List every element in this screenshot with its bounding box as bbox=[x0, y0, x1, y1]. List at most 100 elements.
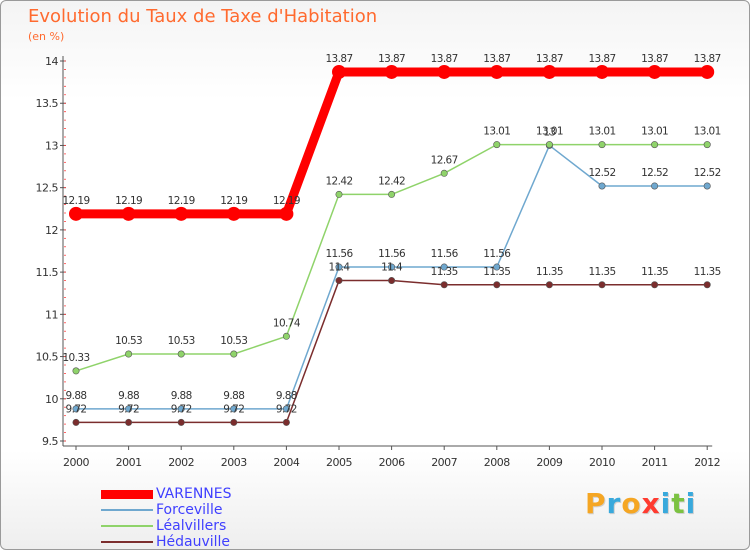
x-tick-label: 2009 bbox=[536, 456, 562, 469]
data-label: 9.72 bbox=[276, 403, 297, 415]
x-tick-label: 2004 bbox=[273, 456, 299, 469]
data-point bbox=[703, 141, 711, 149]
data-label: 11.35 bbox=[536, 266, 563, 278]
x-tick-label: 2010 bbox=[589, 456, 615, 469]
data-label: 11.35 bbox=[483, 266, 510, 278]
y-tick-label: 14 bbox=[45, 55, 58, 68]
data-point bbox=[440, 281, 448, 289]
data-label: 12.19 bbox=[220, 195, 247, 207]
data-label: 11.4 bbox=[381, 262, 403, 274]
data-point bbox=[647, 64, 662, 79]
legend-swatch bbox=[101, 541, 153, 543]
chart-title: Evolution du Taux de Taxe d'Habitation bbox=[28, 6, 378, 27]
y-tick-label: 11 bbox=[45, 308, 58, 321]
logo-letter: o bbox=[621, 487, 642, 520]
legend: VARENNES Forceville Léalvillers Hédauville bbox=[101, 486, 361, 549]
y-tick-label: 12 bbox=[45, 224, 58, 237]
data-label: 12.42 bbox=[378, 175, 405, 187]
chart-subtitle: (en %) bbox=[28, 30, 65, 43]
data-point bbox=[545, 281, 553, 289]
data-label: 12.19 bbox=[273, 195, 300, 207]
data-label: 13.87 bbox=[483, 53, 510, 65]
data-label: 13.87 bbox=[588, 53, 615, 65]
x-tick-label: 2002 bbox=[168, 456, 194, 469]
data-point bbox=[121, 206, 136, 221]
data-point bbox=[72, 405, 80, 413]
x-tick-label: 2001 bbox=[116, 456, 142, 469]
y-tick-label: 12.5 bbox=[36, 182, 59, 195]
legend-label: Forceville bbox=[156, 502, 223, 518]
data-point bbox=[388, 263, 396, 271]
data-label: 9.88 bbox=[171, 390, 192, 402]
y-tick-label: 10.5 bbox=[36, 351, 59, 364]
data-label: 12.52 bbox=[641, 167, 668, 179]
data-point bbox=[335, 190, 343, 198]
data-point bbox=[282, 332, 290, 340]
x-tick-label: 2003 bbox=[221, 456, 247, 469]
data-point bbox=[493, 281, 501, 289]
data-label: 10.74 bbox=[273, 317, 301, 329]
data-label: 9.88 bbox=[276, 390, 297, 402]
data-point bbox=[384, 64, 399, 79]
legend-label: VARENNES bbox=[156, 486, 232, 502]
data-point bbox=[177, 350, 185, 358]
data-point bbox=[177, 418, 185, 426]
data-point bbox=[651, 281, 659, 289]
data-point bbox=[177, 405, 185, 413]
data-label: 11.56 bbox=[431, 248, 459, 260]
legend-item: Léalvillers bbox=[101, 518, 361, 534]
data-point bbox=[598, 182, 606, 190]
data-point bbox=[279, 206, 294, 221]
data-label: 13.87 bbox=[378, 53, 405, 65]
data-label: 12.52 bbox=[694, 167, 721, 179]
data-point bbox=[335, 277, 343, 285]
data-point bbox=[226, 206, 241, 221]
data-point bbox=[230, 405, 238, 413]
x-tick-label: 2006 bbox=[379, 456, 405, 469]
y-tick-label: 10 bbox=[45, 393, 58, 406]
data-label: 13.87 bbox=[641, 53, 668, 65]
data-point bbox=[335, 263, 343, 271]
data-point bbox=[651, 182, 659, 190]
x-tick-label: 2011 bbox=[642, 456, 668, 469]
data-label: 13.87 bbox=[694, 53, 721, 65]
data-label: 13.01 bbox=[694, 126, 721, 138]
y-tick-label: 11.5 bbox=[36, 266, 59, 279]
data-label: 9.72 bbox=[118, 403, 139, 415]
data-point bbox=[493, 141, 501, 149]
data-label: 12.19 bbox=[62, 195, 89, 207]
data-label: 9.72 bbox=[66, 403, 87, 415]
logo-letter: i bbox=[660, 487, 672, 520]
data-label: 11.35 bbox=[431, 266, 458, 278]
logo-letter: i bbox=[685, 487, 697, 520]
data-label: 10.53 bbox=[220, 335, 247, 347]
data-point bbox=[440, 169, 448, 177]
data-label: 13.87 bbox=[325, 53, 352, 65]
data-label: 12.67 bbox=[431, 154, 458, 166]
data-point bbox=[72, 418, 80, 426]
data-point bbox=[493, 263, 501, 271]
data-point bbox=[700, 64, 715, 79]
data-label: 11.35 bbox=[588, 266, 615, 278]
data-label: 11.56 bbox=[378, 248, 406, 260]
data-point bbox=[125, 350, 133, 358]
data-point bbox=[440, 263, 448, 271]
data-label: 13.87 bbox=[536, 53, 563, 65]
data-point bbox=[282, 405, 290, 413]
data-point bbox=[282, 418, 290, 426]
data-point bbox=[230, 418, 238, 426]
data-label: 13 bbox=[543, 126, 555, 138]
data-point bbox=[598, 141, 606, 149]
x-tick-label: 2005 bbox=[326, 456, 352, 469]
y-tick-label: 9.5 bbox=[42, 435, 58, 448]
data-point bbox=[703, 281, 711, 289]
legend-swatch bbox=[101, 509, 153, 511]
data-label: 9.88 bbox=[118, 390, 139, 402]
x-tick-label: 2000 bbox=[63, 456, 89, 469]
data-point bbox=[388, 190, 396, 198]
data-label: 10.53 bbox=[115, 335, 142, 347]
data-label: 12.19 bbox=[168, 195, 195, 207]
data-point bbox=[542, 64, 557, 79]
